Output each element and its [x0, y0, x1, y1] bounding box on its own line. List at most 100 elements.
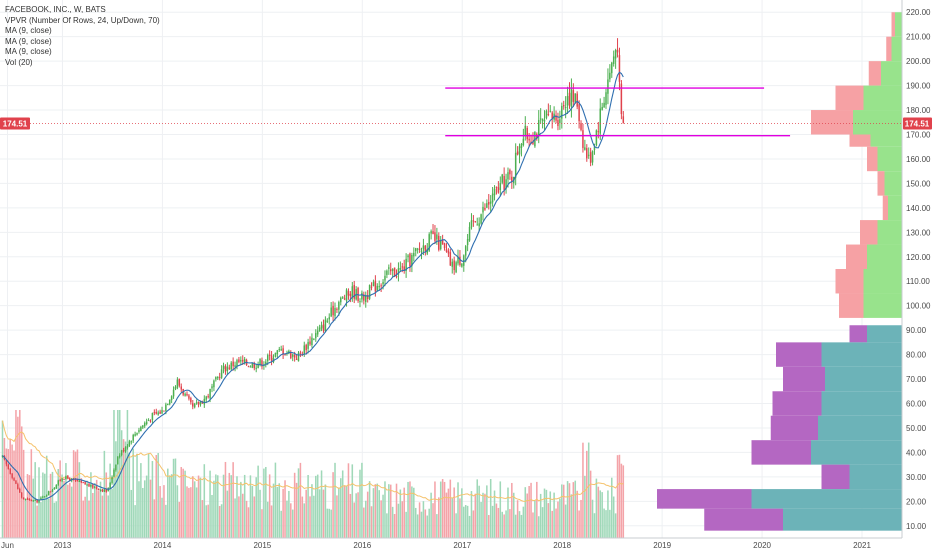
- candle-body: [455, 262, 457, 273]
- volume-bar: [343, 485, 346, 538]
- volume-bar: [274, 462, 277, 538]
- volume-bar: [491, 505, 494, 538]
- candle-body: [193, 403, 196, 408]
- volume-bar: [57, 469, 60, 538]
- volume-bar: [439, 481, 442, 538]
- legend-ma-2[interactable]: MA (9, close): [5, 36, 52, 46]
- vp-upper-up: [863, 85, 902, 111]
- vp-upper-down: [860, 220, 878, 245]
- candle-body: [186, 393, 188, 396]
- volume-bar: [445, 492, 448, 538]
- volume-bar: [3, 437, 6, 538]
- volume-bar: [597, 486, 600, 538]
- volume-bar: [26, 474, 29, 538]
- volume-bar: [532, 512, 534, 538]
- volume-bar: [372, 488, 375, 538]
- legend-title[interactable]: FACEBOOK, INC., W, BATS: [5, 5, 106, 14]
- candle-body: [280, 349, 282, 351]
- y-tick-label: 50.00: [906, 424, 927, 433]
- candle-body: [236, 360, 238, 367]
- legend-ma-3[interactable]: MA (9, close): [5, 47, 52, 56]
- volume-bar: [470, 491, 473, 538]
- x-tick-label: Jun: [1, 541, 14, 550]
- candle-body: [574, 93, 577, 104]
- candle-body: [413, 252, 415, 257]
- volume-bar: [180, 467, 183, 538]
- candle-body: [20, 492, 23, 498]
- candle-body: [374, 280, 377, 292]
- candle-body: [7, 464, 10, 470]
- candle-body: [326, 320, 329, 322]
- candle-body: [449, 252, 452, 266]
- volume-bar: [553, 492, 555, 538]
- candle-body: [247, 366, 250, 368]
- volume-bar: [249, 475, 252, 538]
- candle-body: [145, 421, 148, 425]
- volume-bar: [382, 494, 384, 538]
- candle-body: [411, 255, 413, 267]
- candle-body: [42, 496, 44, 498]
- candle-body: [330, 307, 332, 317]
- volume-bar: [36, 505, 38, 538]
- candle-body: [44, 496, 46, 498]
- volume-bar: [155, 455, 158, 538]
- vp-lower-down: [751, 440, 811, 465]
- volume-bar: [366, 491, 369, 538]
- candle-body: [378, 286, 380, 288]
- legend-vol[interactable]: Vol (20): [5, 57, 33, 67]
- volume-bar: [44, 473, 46, 538]
- candle-body: [134, 434, 136, 436]
- volume-bar: [315, 475, 317, 538]
- candle-body: [320, 325, 323, 329]
- candle-body: [372, 282, 375, 287]
- candle-body: [49, 491, 52, 493]
- candle-body: [32, 500, 35, 502]
- grid: [0, 0, 902, 538]
- volume-bar: [147, 453, 150, 538]
- volume-bar: [124, 441, 127, 538]
- candle-body: [476, 224, 478, 226]
- legend-ma-1[interactable]: MA (9, close): [5, 26, 52, 35]
- candle-body: [445, 249, 448, 252]
- volume-bar: [449, 479, 452, 538]
- candle-body: [418, 248, 421, 250]
- volume-bar: [268, 474, 271, 538]
- x-tick-label: 2016: [353, 541, 371, 550]
- candle-body: [199, 401, 202, 405]
- volume-bar: [232, 462, 234, 538]
- candle-body: [295, 358, 298, 360]
- vp-lower-down: [849, 325, 867, 343]
- volume-bar: [340, 478, 342, 538]
- candle-body: [130, 441, 133, 443]
- candle-body: [293, 354, 296, 358]
- candle-body: [622, 116, 625, 124]
- y-tick-label: 120.00: [906, 253, 931, 262]
- vp-lower-down: [821, 464, 850, 490]
- candle-body: [332, 305, 334, 316]
- candle-body: [526, 127, 528, 140]
- legend-vpvr[interactable]: VPVR (Number Of Rows, 24, Up/Down, 70): [5, 15, 160, 25]
- volume-bar: [313, 495, 315, 538]
- volume-bar: [20, 426, 23, 538]
- vp-upper-up: [881, 61, 902, 86]
- candle-body: [414, 248, 417, 252]
- candle-body: [568, 92, 571, 106]
- ma-line: [2, 71, 624, 501]
- volume-bar: [530, 482, 532, 538]
- volume-bar: [591, 499, 594, 538]
- candle-body: [13, 478, 15, 481]
- vp-upper-down: [811, 110, 853, 135]
- volume-bar: [167, 468, 169, 538]
- candle-body: [284, 354, 286, 356]
- volume-bar: [318, 489, 321, 538]
- candle-body: [167, 403, 169, 405]
- x-tick-label: 2014: [154, 541, 172, 550]
- candle-body: [307, 342, 309, 349]
- candle-body: [128, 441, 131, 447]
- vp-upper-up: [863, 293, 902, 318]
- candle-body: [488, 201, 490, 205]
- candle-body: [243, 358, 246, 363]
- volume-bar: [468, 515, 471, 538]
- volume-bar: [255, 477, 257, 538]
